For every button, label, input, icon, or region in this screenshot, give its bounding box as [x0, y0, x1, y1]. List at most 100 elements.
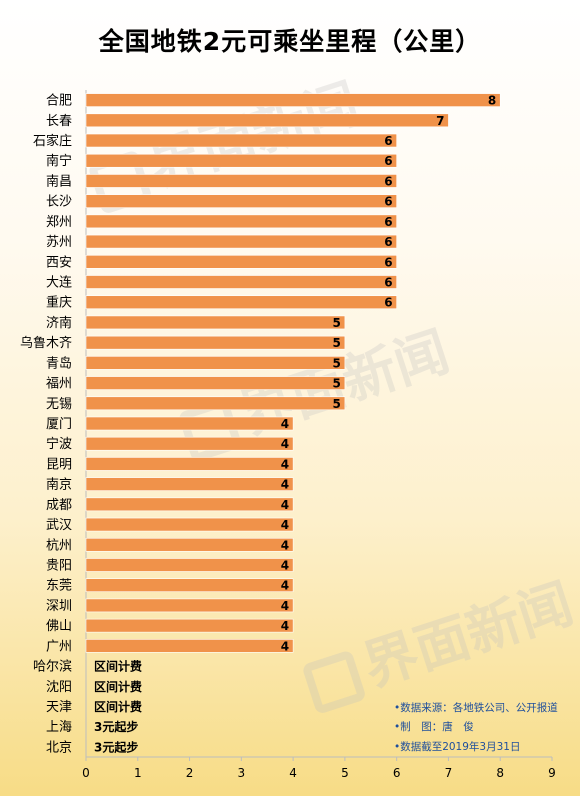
data-label: 区间计费 [94, 699, 142, 714]
x-tick-label: 6 [393, 766, 401, 780]
data-label: 区间计费 [94, 659, 142, 674]
data-label: 6 [384, 276, 392, 290]
data-label: 4 [281, 599, 289, 613]
bar [85, 275, 397, 289]
bar [85, 416, 294, 431]
data-label: 3元起步 [94, 719, 138, 734]
data-label: 4 [281, 579, 289, 593]
bar [85, 477, 294, 491]
data-label: 4 [281, 417, 289, 431]
data-label: 区间计费 [94, 679, 142, 694]
bar [85, 517, 294, 532]
category-label: 长沙 [46, 195, 72, 210]
data-label: 3元起步 [94, 739, 138, 754]
category-label: 天津 [46, 700, 72, 715]
bar [85, 639, 294, 653]
source-note: •制 图：唐 俊 [394, 720, 474, 733]
bar [85, 436, 294, 451]
x-tick-label: 3 [238, 766, 246, 780]
bar [85, 315, 346, 330]
category-label: 深圳 [46, 599, 72, 614]
category-label: 贵阳 [46, 558, 72, 573]
category-label: 长春 [46, 114, 72, 129]
data-label: 8 [488, 94, 496, 108]
category-label: 杭州 [46, 538, 72, 553]
x-tick-label: 7 [445, 766, 453, 780]
data-label: 6 [384, 195, 392, 209]
category-label: 苏州 [46, 234, 72, 250]
category-label: 济南 [46, 315, 72, 331]
data-label: 4 [281, 437, 289, 451]
data-label: 6 [384, 255, 392, 269]
data-label: 5 [333, 377, 341, 391]
category-label: 重庆 [46, 295, 72, 311]
data-label: 4 [281, 457, 289, 471]
data-label: 5 [333, 397, 341, 411]
data-label: 6 [384, 215, 392, 229]
bar [85, 255, 397, 269]
data-label: 4 [281, 498, 289, 512]
category-label: 石家庄 [33, 133, 72, 149]
data-label: 4 [281, 558, 289, 572]
bar [85, 537, 294, 552]
bar [85, 376, 346, 390]
category-label: 哈尔滨 [33, 659, 72, 675]
category-label: 武汉 [46, 518, 72, 533]
category-label: 青岛 [46, 355, 72, 371]
category-label: 西安 [46, 255, 72, 270]
category-label: 南昌 [46, 173, 72, 189]
data-label: 6 [384, 296, 392, 310]
data-label: 7 [436, 114, 444, 128]
bar [85, 578, 294, 592]
bar [85, 214, 397, 229]
chart-title: 全国地铁2元可乘坐里程（公里） [98, 27, 482, 56]
bar [85, 618, 294, 633]
category-label: 昆明 [46, 457, 72, 472]
x-tick-label: 8 [496, 766, 504, 780]
category-label: 南宁 [46, 153, 72, 169]
category-label: 郑州 [46, 215, 72, 230]
data-label: 4 [281, 538, 289, 552]
category-label: 合肥 [46, 94, 72, 109]
bar [85, 396, 346, 411]
x-tick-label: 1 [134, 766, 142, 780]
bar [85, 558, 294, 572]
category-label: 北京 [46, 740, 72, 755]
category-label: 乌鲁木齐 [20, 335, 72, 351]
bar [85, 113, 449, 128]
bar [85, 194, 397, 208]
data-label: 4 [281, 518, 289, 532]
data-label: 6 [384, 235, 392, 249]
data-label: 5 [333, 336, 341, 350]
category-label: 成都 [46, 498, 72, 513]
category-label: 南京 [46, 477, 72, 493]
category-label: 厦门 [46, 417, 72, 432]
category-label: 广州 [46, 639, 72, 654]
category-label: 宁波 [46, 436, 72, 452]
bar [85, 234, 397, 249]
bar [85, 335, 346, 350]
data-label: 4 [281, 478, 289, 492]
bar [85, 93, 501, 107]
category-label: 佛山 [46, 619, 72, 634]
data-label: 4 [281, 619, 289, 633]
data-label: 6 [384, 174, 392, 188]
bar [85, 295, 397, 310]
category-label: 大连 [46, 275, 72, 291]
data-label: 5 [333, 316, 341, 330]
x-tick-label: 2 [186, 766, 194, 780]
data-label: 6 [384, 154, 392, 168]
x-tick-label: 0 [82, 766, 90, 780]
bar [85, 457, 294, 471]
bar [85, 174, 397, 188]
x-tick-label: 4 [289, 766, 297, 780]
data-label: 5 [333, 356, 341, 370]
bar [85, 356, 346, 370]
bar [85, 153, 397, 168]
source-note: •数据来源：各地铁公司、公开报道 [394, 701, 558, 714]
data-label: 4 [281, 639, 289, 653]
source-note: •数据截至2019年3月31日 [394, 740, 520, 753]
x-tick-label: 5 [341, 766, 349, 780]
